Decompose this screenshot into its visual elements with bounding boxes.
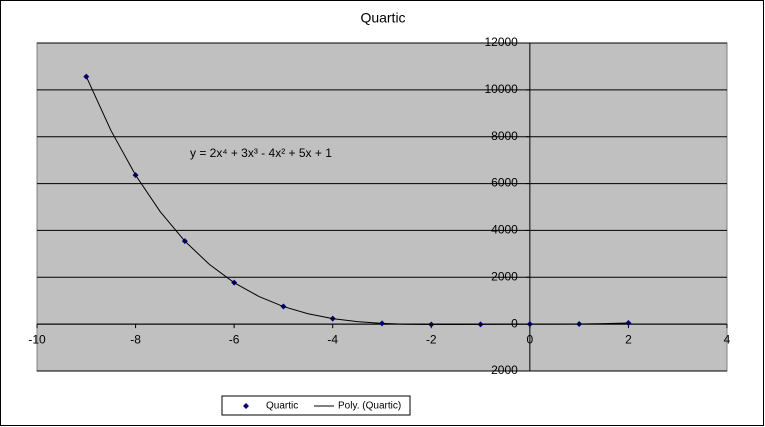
legend-label: Quartic (266, 401, 298, 412)
x-tick-label: -10 (28, 332, 46, 346)
legend-swatch (243, 403, 249, 409)
x-tick-label: -8 (130, 332, 141, 346)
equation: y = 2x⁴ + 3x³ - 4x² + 5x + 1 (190, 146, 332, 160)
x-tick-label: 4 (724, 332, 731, 346)
y-tick-label: 8000 (491, 129, 518, 143)
y-tick-label: -2000 (487, 363, 518, 377)
plot-area (36, 42, 728, 372)
y-tick-label: 10000 (484, 82, 518, 96)
y-tick-label: 6000 (491, 176, 518, 190)
y-tick-label: 0 (511, 316, 518, 330)
legend-label: Poly. (Quartic) (338, 401, 401, 412)
x-tick-label: 2 (625, 332, 632, 346)
x-tick-label: -2 (426, 332, 437, 346)
x-tick-label: -6 (229, 332, 240, 346)
y-tick-label: 12000 (484, 35, 518, 49)
x-tick-label: -4 (327, 332, 338, 346)
chart-title: Quartic (360, 10, 405, 26)
trendline (85, 76, 629, 326)
y-tick-label: 2000 (491, 269, 518, 283)
y-tick-label: 4000 (491, 223, 518, 237)
